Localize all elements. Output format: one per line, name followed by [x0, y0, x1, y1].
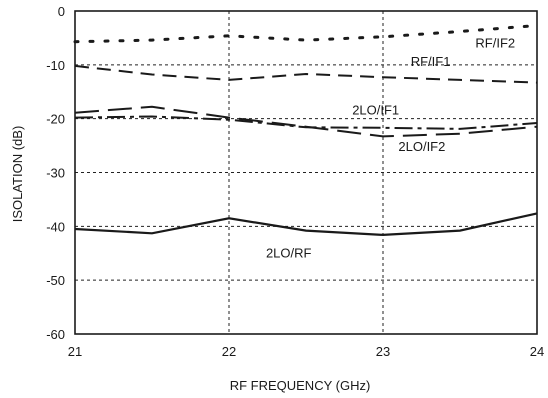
- grid-lines: [75, 11, 537, 334]
- series-label-2lo-rf: 2LO/RF: [266, 246, 312, 261]
- series-layer: [73, 24, 539, 237]
- y-tick-label: 0: [58, 4, 65, 19]
- series-label-rf-if1: RF/IF1: [411, 54, 451, 69]
- y-tick-label: -10: [46, 58, 65, 73]
- x-axis-label: RF FREQUENCY (GHz): [230, 378, 371, 393]
- series-line-rf-if1: [74, 64, 538, 84]
- y-tick-label: -40: [46, 219, 65, 234]
- x-tick-label: 22: [222, 344, 236, 359]
- x-tick-label: 21: [68, 344, 82, 359]
- series-labels: RF/IF2 RF/IF1 2LO/IF1 2LO/IF2 2LO/RF: [266, 36, 515, 261]
- series-label-2lo-if2: 2LO/IF2: [398, 139, 445, 154]
- y-axis-label: ISOLATION (dB): [10, 126, 25, 223]
- series-line-rf-if2: [73, 24, 539, 44]
- series-line-2lo-if2: [74, 105, 538, 138]
- x-tick-label: 23: [376, 344, 390, 359]
- x-tick-labels: 21 22 23 24: [68, 344, 544, 359]
- y-tick-label: -30: [46, 166, 65, 181]
- y-tick-label: -50: [46, 273, 65, 288]
- x-tick-label: 24: [530, 344, 544, 359]
- y-tick-label: -20: [46, 112, 65, 127]
- plot-frame: [74, 10, 538, 335]
- series-line-2lo-rf: [74, 212, 538, 237]
- series-label-rf-if2: RF/IF2: [475, 36, 515, 51]
- series-label-2lo-if1: 2LO/IF1: [352, 102, 399, 117]
- y-tick-label: -60: [46, 327, 65, 342]
- y-tick-labels: 0 -10 -20 -30 -40 -50 -60: [46, 4, 65, 342]
